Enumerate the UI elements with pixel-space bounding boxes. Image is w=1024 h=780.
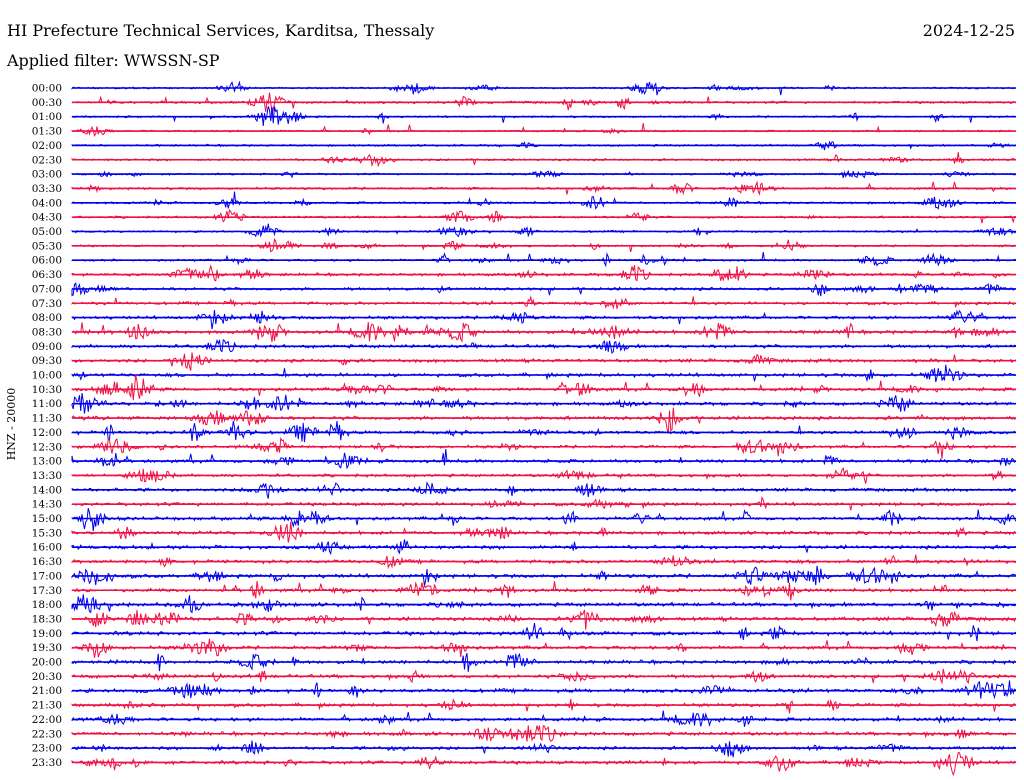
- station-title: HI Prefecture Technical Services, Kardit…: [7, 21, 434, 40]
- row-time-label: 10:00: [32, 370, 62, 382]
- row-time-label: 19:00: [32, 628, 62, 640]
- row-time-label: 02:00: [32, 140, 62, 152]
- seismic-trace-line: [71, 191, 1016, 210]
- seismic-trace-line: [71, 698, 1017, 714]
- seismic-trace-line: [71, 264, 1017, 282]
- row-time-label: 06:00: [32, 255, 62, 267]
- y-axis-label: HNZ - 20000: [5, 388, 18, 461]
- seismic-trace-line: [71, 352, 1017, 371]
- row-time-label: 15:30: [32, 527, 62, 539]
- row-time-label: 18:00: [32, 599, 62, 611]
- seismic-trace-line: [71, 680, 1016, 700]
- row-time-label: 17:00: [32, 570, 62, 582]
- row-time-label: 02:30: [32, 154, 62, 166]
- seismic-trace-line: [71, 481, 1016, 499]
- row-time-label: 09:00: [32, 341, 62, 353]
- row-time-label: 12:00: [32, 427, 62, 439]
- row-time-label: 18:30: [32, 613, 62, 625]
- row-time-label: 20:00: [32, 657, 62, 669]
- row-time-label: 07:00: [32, 283, 62, 295]
- seismic-trace-line: [71, 223, 1016, 238]
- seismic-trace-line: [71, 609, 1017, 630]
- seismic-trace-line: [71, 740, 1016, 758]
- row-time-label: 17:30: [32, 585, 62, 597]
- row-time-label: 01:30: [32, 126, 62, 138]
- row-time-label: 11:30: [32, 413, 62, 425]
- seismic-trace-line: [71, 407, 1017, 434]
- row-time-label: 09:30: [32, 355, 62, 367]
- seismic-trace-line: [71, 594, 1016, 614]
- row-time-label: 03:30: [32, 183, 62, 195]
- row-time-label: 06:30: [32, 269, 62, 281]
- filter-label: Applied filter: WWSSN-SP: [6, 51, 220, 70]
- row-time-label: 04:00: [32, 197, 62, 209]
- seismic-trace-line: [71, 282, 1016, 297]
- row-time-label: 05:30: [32, 240, 62, 252]
- seismic-trace-line: [71, 374, 1016, 401]
- row-time-label: 00:30: [32, 97, 62, 109]
- seismic-trace-line: [71, 309, 1016, 330]
- seismic-trace-line: [71, 152, 1017, 168]
- row-time-label: 04:30: [32, 212, 62, 224]
- row-time-label: 16:00: [32, 542, 62, 554]
- row-time-label: 21:30: [32, 700, 62, 712]
- row-time-label: 23:00: [32, 743, 62, 755]
- row-time-label: 03:00: [32, 169, 62, 181]
- record-date: 2024-12-25: [923, 21, 1015, 40]
- row-time-label: 22:30: [32, 728, 62, 740]
- row-time-label: 10:30: [32, 384, 62, 396]
- row-time-label: 19:30: [32, 642, 62, 654]
- row-time-label: 14:30: [32, 499, 62, 511]
- seismic-trace-line: [71, 364, 1016, 383]
- seismic-trace-line: [71, 622, 1017, 642]
- seismic-trace-line: [71, 123, 1016, 138]
- row-time-label: 14:00: [32, 484, 62, 496]
- row-time-label: 20:30: [32, 671, 62, 683]
- row-time-label: 12:30: [32, 441, 62, 453]
- seismic-trace-line: [71, 752, 1017, 777]
- row-time-label: 23:30: [32, 757, 62, 769]
- trace-group: 00:00 00:30 01:00 01:30 02:00 02:30 03:00 03:30…: [32, 80, 1017, 777]
- seismic-trace-line: [71, 448, 1017, 470]
- seismic-trace-line: [71, 436, 1016, 459]
- row-time-label: 13:30: [32, 470, 62, 482]
- row-time-label: 11:00: [32, 398, 62, 410]
- row-time-label: 05:00: [32, 226, 62, 238]
- row-time-label: 01:00: [32, 111, 62, 123]
- seismic-trace-line: [71, 251, 1016, 268]
- row-time-label: 15:00: [32, 513, 62, 525]
- seismic-trace-line: [71, 508, 1017, 532]
- row-time-label: 21:00: [32, 685, 62, 697]
- row-time-label: 07:30: [32, 298, 62, 310]
- row-time-label: 22:00: [32, 714, 62, 726]
- row-time-label: 16:30: [32, 556, 62, 568]
- row-time-label: 00:00: [32, 83, 62, 95]
- row-time-label: 13:00: [32, 456, 62, 468]
- row-time-label: 08:30: [32, 326, 62, 338]
- row-time-label: 08:00: [32, 312, 62, 324]
